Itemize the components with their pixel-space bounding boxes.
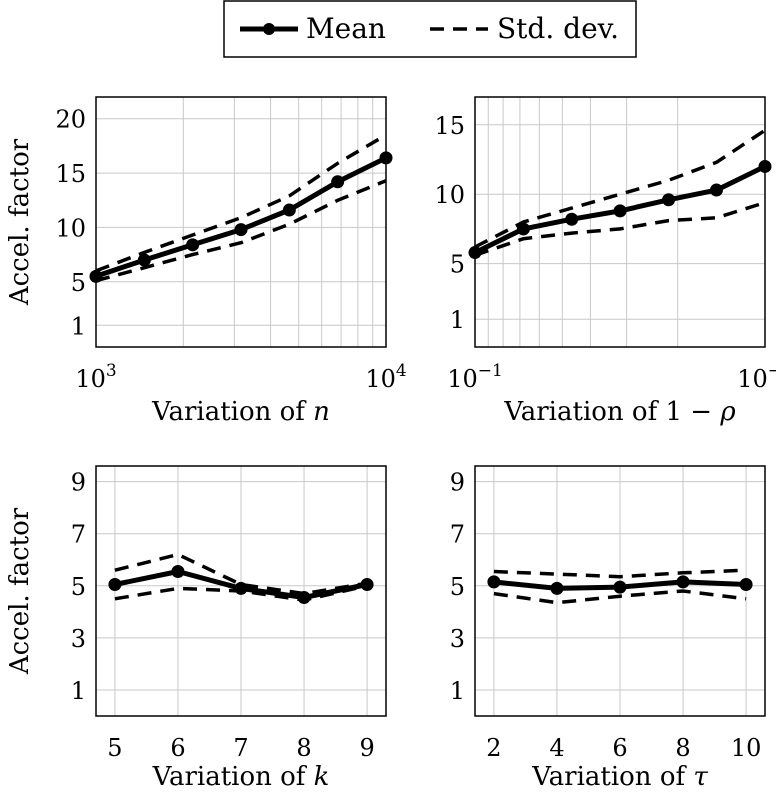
mean-data-point [662,193,676,207]
legend: Mean Std. dev. [223,0,637,58]
x-axis-label-text: Variation of 1 − [503,397,720,427]
mean-data-point [282,203,296,217]
mean-data-point [137,253,151,267]
mean-data-point [676,575,690,589]
y-axis-label: Accel. factor [5,507,35,675]
x-axis-label-variable: ρ [719,397,736,427]
x-axis-label-text: Variation of [152,762,314,792]
x-tick-label: 8 [675,734,690,762]
y-tick-label: 5 [71,573,86,601]
y-tick-label: 15 [434,112,465,140]
x-tick-label: 104 [365,361,406,393]
x-tick-label: 7 [233,734,248,762]
x-tick-label: 9 [359,734,374,762]
chart-panel-tau: 1 3 5 7 9 2 4 6 8 10 Variation of τ [450,465,766,792]
plot-frame [474,465,766,717]
mean-data-point [550,581,564,595]
x-tick-label: 5 [107,734,122,762]
mean-data-point [108,577,122,591]
series-std-upper-line [474,128,766,249]
y-axis-label: Accel. factor [5,138,35,306]
x-tick-exponent: −1 [478,361,503,381]
x-axis-label-variable: τ [693,762,708,792]
mean-data-point [516,222,530,236]
mean-data-point [331,175,345,189]
y-tick-label: 1 [71,312,86,340]
series-std-lower-line [474,200,766,257]
mean-data-point [379,151,393,165]
y-tick-label: 15 [55,160,86,188]
series-std-lower-line [114,584,368,602]
plot-frame [474,96,766,348]
mean-data-point [613,580,627,594]
series-std-upper-line [493,568,747,579]
x-axis-label-text: Variation of [151,397,313,427]
y-tick-label: 7 [71,521,86,549]
chart-panel-k: 1 3 5 7 9 5 6 7 8 9 Variation of k Accel. factor [5,465,387,792]
mean-data-point [739,577,753,591]
mean-data-point [709,183,723,197]
y-tick-label: 9 [450,469,465,497]
legend-mean-label: Mean [306,12,386,45]
y-tick-label: 1 [450,677,465,705]
y-tick-label: 20 [55,106,86,134]
series-std-upper-line [95,133,387,273]
x-tick-label: 10−1 [447,361,503,393]
y-tick-label: 5 [450,251,465,279]
y-tick-label: 7 [450,521,465,549]
x-tick-label: 10−2 [737,361,776,393]
x-tick-label: 6 [612,734,627,762]
x-axis-label: Variation of n [151,397,330,427]
x-tick-base: 10 [75,365,106,393]
x-tick-label: 10 [731,734,762,762]
series-std-upper-line [114,552,368,596]
mean-data-point [487,575,501,589]
x-axis-label: Variation of τ [531,762,708,792]
x-tick-base: 10 [737,365,768,393]
y-tick-label: 10 [434,181,465,209]
mean-data-point [613,204,627,218]
x-tick-label: 4 [549,734,564,762]
y-tick-label: 1 [450,306,465,334]
x-axis-label: Variation of k [152,762,330,792]
x-tick-label: 8 [296,734,311,762]
y-tick-label: 3 [450,625,465,653]
plot-frame [95,96,387,348]
mean-data-point [565,212,579,226]
mean-data-point [171,564,185,578]
x-tick-label: 103 [75,361,116,393]
series-std-lower-line [95,179,387,283]
x-tick-base: 10 [447,365,478,393]
legend-std-label: Std. dev. [497,12,619,45]
x-axis-label-variable: n [313,397,330,427]
x-tick-exponent: 4 [396,361,407,381]
y-tick-label: 9 [71,469,86,497]
y-tick-label: 5 [450,573,465,601]
series-std-lower-line [493,589,747,605]
x-tick-base: 10 [365,365,396,393]
y-tick-label: 3 [71,625,86,653]
x-axis-label-variable: k [314,762,330,792]
x-tick-label: 6 [170,734,185,762]
x-tick-exponent: −2 [768,361,776,381]
x-tick-exponent: 3 [106,361,117,381]
x-axis-label: Variation of 1 − ρ [503,397,736,427]
x-tick-label: 2 [486,734,501,762]
plot-frame [95,465,387,717]
mean-data-point [234,223,248,237]
x-axis-label-text: Variation of [531,762,693,792]
y-tick-label: 10 [55,214,86,242]
mean-data-point [758,159,772,173]
mean-data-point [186,238,200,252]
y-tick-label: 1 [71,677,86,705]
y-tick-label: 5 [71,269,86,297]
legend-mean-marker [263,23,275,35]
